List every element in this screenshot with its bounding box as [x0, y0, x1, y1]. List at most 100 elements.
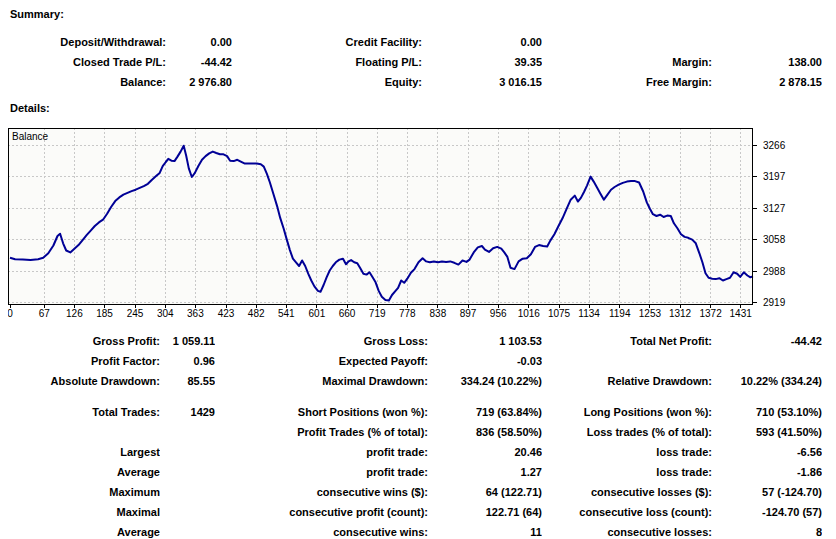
x-axis-label: 956: [490, 308, 507, 319]
plot-background: [8, 128, 753, 305]
x-axis-label: 601: [309, 308, 326, 319]
stats_top-label: Absolute Drawdown:: [0, 371, 160, 391]
stats_top-row: Absolute Drawdown:85.55Maximal Drawdown:…: [0, 371, 822, 391]
stats_bottom-label: Long Positions (won %):: [542, 402, 712, 422]
summary-value: 39.35: [422, 52, 542, 72]
x-axis-label: 778: [399, 308, 416, 319]
stats_bottom-label: profit trade:: [215, 442, 428, 462]
stats_top-row: Gross Profit:1 059.11Gross Loss:1 103.53…: [0, 331, 822, 351]
stats_bottom-value: -124.70 (57): [712, 502, 822, 522]
x-axis-label: 719: [369, 308, 386, 319]
stats_bottom-label: consecutive profit (count):: [215, 502, 428, 522]
stats-top-table: Gross Profit:1 059.11Gross Loss:1 103.53…: [0, 331, 822, 391]
stats_bottom-value: 719 (63.84%): [428, 402, 542, 422]
stats_top-label: [542, 351, 712, 371]
stats_top-value: 334.24 (10.22%): [428, 371, 542, 391]
x-axis-label: 897: [460, 308, 477, 319]
stats_top-value: -0.03: [428, 351, 542, 371]
stats-bottom-table: Total Trades:1429Short Positions (won %)…: [0, 402, 822, 539]
stats_bottom-row: Averageprofit trade:1.27loss trade:-1.86: [0, 462, 822, 482]
stats_bottom-row: Maximumconsecutive wins ($):64 (122.71)c…: [0, 482, 822, 502]
summary-label: [542, 32, 712, 52]
summary-row: Balance:2 976.80Equity:3 016.15Free Marg…: [0, 72, 822, 92]
stats_top-label: Maximal Drawdown:: [215, 371, 428, 391]
x-axis-label: 1134: [578, 308, 600, 319]
x-axis-label: 1431: [730, 308, 753, 319]
stats_top-label: Gross Loss:: [215, 331, 428, 351]
stats_top-label: Profit Factor:: [0, 351, 160, 371]
stats_bottom-label: [0, 422, 160, 442]
summary-label: Free Margin:: [542, 72, 712, 92]
stats_top-value: 1 103.53: [428, 331, 542, 351]
stats_bottom-value: -1.86: [712, 462, 822, 482]
stats_bottom-label: consecutive losses:: [542, 522, 712, 539]
summary-label: Closed Trade P/L:: [0, 52, 166, 72]
stats_top-label: Total Net Profit:: [542, 331, 712, 351]
stats_bottom-row: Total Trades:1429Short Positions (won %)…: [0, 402, 822, 422]
stats_top-value: [712, 351, 822, 371]
stats_bottom-label: loss trade:: [542, 442, 712, 462]
stats_bottom-label: Average: [0, 522, 160, 539]
details-heading: Details:: [10, 101, 50, 115]
stats_bottom-value: -6.56: [712, 442, 822, 462]
stats_bottom-label: Loss trades (% of total):: [542, 422, 712, 442]
stats_bottom-label: Maximum: [0, 482, 160, 502]
stats_bottom-value: [160, 522, 215, 539]
x-axis-label: 1312: [669, 308, 692, 319]
stats_top-value: 1 059.11: [160, 331, 215, 351]
balance-series-label: Balance: [12, 131, 49, 142]
summary-label: Equity:: [232, 72, 422, 92]
x-axis-label: 363: [187, 308, 204, 319]
y-axis-label: 2919: [763, 297, 786, 308]
summary-value: 2 976.80: [166, 72, 232, 92]
stats_top-value: -44.42: [712, 331, 822, 351]
stats_bottom-value: 11: [428, 522, 542, 539]
summary-value: -44.42: [166, 52, 232, 72]
stats_bottom-label: Short Positions (won %):: [215, 402, 428, 422]
stats_top-label: Relative Drawdown:: [542, 371, 712, 391]
x-axis-label: 185: [96, 308, 113, 319]
stats_bottom-row: Maximal consecutive profit (count):122.71…: [0, 502, 822, 522]
stats_bottom-row: Average consecutive wins:11consecutive lo…: [0, 522, 822, 539]
x-axis-label: 1075: [548, 308, 571, 319]
balance-chart: 2919298830583127319732660671261852453043…: [8, 128, 836, 320]
stats_bottom-value: 8: [712, 522, 822, 539]
x-axis-label: 1372: [699, 308, 722, 319]
stats_bottom-row: Largestprofit trade:20.46loss trade:-6.5…: [0, 442, 822, 462]
x-axis-label: 482: [248, 308, 265, 319]
summary-row: Deposit/Withdrawal:0.00Credit Facility:0…: [0, 32, 822, 52]
stats_top-value: 0.96: [160, 351, 215, 371]
stats_bottom-label: Total Trades:: [0, 402, 160, 422]
y-axis-label: 2988: [763, 266, 786, 277]
x-axis-label: 541: [278, 308, 295, 319]
stats_bottom-label: consecutive loss (count):: [542, 502, 712, 522]
stats_bottom-value: [160, 422, 215, 442]
stats_bottom-label: Maximal: [0, 502, 160, 522]
stats_bottom-value: 64 (122.71): [428, 482, 542, 502]
stats_top-label: Expected Payoff:: [215, 351, 428, 371]
stats_bottom-label: consecutive wins ($):: [215, 482, 428, 502]
stats_top-row: Profit Factor:0.96Expected Payoff:-0.03: [0, 351, 822, 371]
stats_bottom-value: [160, 502, 215, 522]
stats_bottom-row: Profit Trades (% of total):836 (58.50%)L…: [0, 422, 822, 442]
stats_bottom-label: Average: [0, 462, 160, 482]
x-axis-label: 304: [157, 308, 174, 319]
stats_bottom-label: consecutive wins:: [215, 522, 428, 539]
stats_top-label: Gross Profit:: [0, 331, 160, 351]
stats_bottom-label: loss trade:: [542, 462, 712, 482]
x-axis-label: 126: [66, 308, 83, 319]
x-axis-label: 423: [218, 308, 235, 319]
stats_top-value: 85.55: [160, 371, 215, 391]
stats_bottom-value: [160, 482, 215, 502]
stats_bottom-value: 122.71 (64): [428, 502, 542, 522]
y-axis-label: 3197: [763, 171, 786, 182]
account-statement-report: Summary: Deposit/Withdrawal:0.00Credit F…: [0, 0, 836, 539]
stats_bottom-value: [160, 462, 215, 482]
summary-label: Credit Facility:: [232, 32, 422, 52]
summary-value: 2 878.15: [712, 72, 822, 92]
stats_bottom-label: Largest: [0, 442, 160, 462]
x-axis-label: 660: [339, 308, 356, 319]
x-axis-label: 67: [39, 308, 51, 319]
summary-label: Margin:: [542, 52, 712, 72]
stats_bottom-value: 836 (58.50%): [428, 422, 542, 442]
